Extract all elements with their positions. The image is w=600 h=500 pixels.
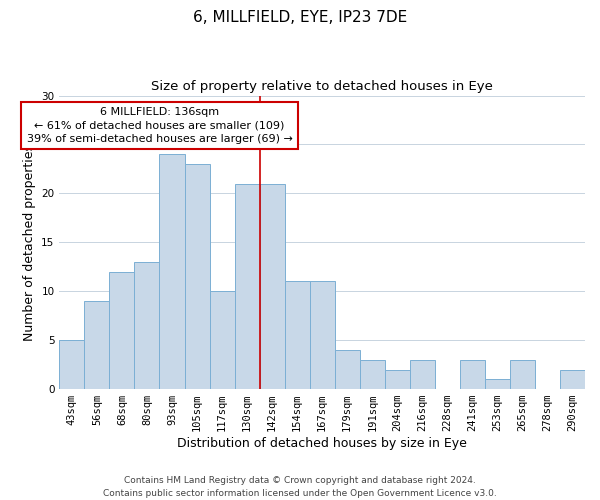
Text: 6, MILLFIELD, EYE, IP23 7DE: 6, MILLFIELD, EYE, IP23 7DE [193, 10, 407, 25]
Bar [260, 184, 284, 389]
Bar [134, 262, 160, 389]
Text: 6 MILLFIELD: 136sqm
← 61% of detached houses are smaller (109)
39% of semi-detac: 6 MILLFIELD: 136sqm ← 61% of detached ho… [26, 108, 292, 144]
Bar [284, 282, 310, 389]
Bar [335, 350, 360, 389]
Bar [560, 370, 585, 389]
Bar [410, 360, 435, 389]
Bar [85, 301, 109, 389]
Bar [385, 370, 410, 389]
Bar [160, 154, 185, 389]
Bar [360, 360, 385, 389]
Title: Size of property relative to detached houses in Eye: Size of property relative to detached ho… [151, 80, 493, 93]
Text: Contains HM Land Registry data © Crown copyright and database right 2024.
Contai: Contains HM Land Registry data © Crown c… [103, 476, 497, 498]
Bar [510, 360, 535, 389]
Bar [59, 340, 85, 389]
Bar [460, 360, 485, 389]
Bar [485, 380, 510, 389]
Bar [109, 272, 134, 389]
X-axis label: Distribution of detached houses by size in Eye: Distribution of detached houses by size … [177, 437, 467, 450]
Bar [209, 291, 235, 389]
Bar [310, 282, 335, 389]
Y-axis label: Number of detached properties: Number of detached properties [23, 144, 35, 341]
Bar [185, 164, 209, 389]
Bar [235, 184, 260, 389]
